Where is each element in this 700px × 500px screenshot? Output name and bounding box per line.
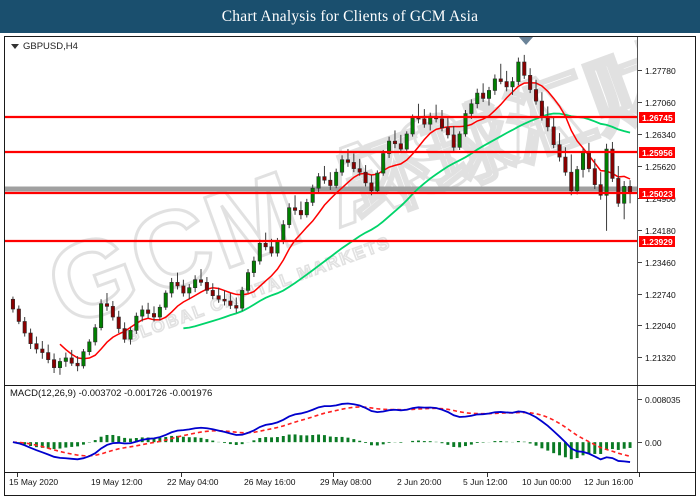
tick-mark-icon — [638, 102, 642, 103]
macd-tick-label: 0.008035 — [645, 394, 681, 405]
macd-tick: -0.006298 — [638, 471, 695, 473]
price-tick-label: 1.22740 — [645, 289, 676, 300]
chevron-down-icon[interactable] — [11, 44, 19, 49]
price-plot — [5, 54, 637, 375]
price-tick-label: 1.21320 — [645, 352, 676, 363]
tick-mark-icon — [638, 166, 642, 167]
price-level-flag[interactable]: 1.23929 — [639, 236, 675, 247]
time-tick-mark — [639, 473, 640, 477]
price-scale[interactable]: 1.277801.270601.263401.256201.249001.241… — [637, 37, 695, 385]
level-lines — [5, 115, 637, 243]
candlestick-series — [10, 54, 633, 375]
macd-signal-line — [12, 406, 631, 458]
price-tick: 1.21320 — [638, 352, 695, 363]
tick-mark-icon — [638, 325, 642, 326]
macd-plot — [12, 402, 632, 463]
tick-mark-icon — [638, 134, 642, 135]
symbol-tag[interactable]: GBPUSD,H4 — [11, 41, 78, 52]
price-level-flag[interactable]: 1.25956 — [639, 147, 675, 158]
price-tick: 1.23460 — [638, 257, 695, 268]
price-tick: 1.20600 — [638, 384, 695, 386]
time-tick-label: 2 Jun 20:00 — [397, 477, 442, 487]
macd-scale: 0.008035 0.00 -0.006298 — [637, 386, 695, 472]
price-level-flag[interactable]: 1.25023 — [639, 188, 675, 199]
price-tick-label: 1.23460 — [645, 257, 676, 268]
chart-frame: GCM ASIA GLOBAL CAPITAL MARKETS 环球汇财 1.2… — [4, 36, 696, 496]
time-tick-label: 5 Jun 12:00 — [463, 477, 508, 487]
tick-mark-icon — [638, 357, 642, 358]
page-title: Chart Analysis for Clients of GCM Asia — [221, 7, 479, 25]
price-tick: 1.27060 — [638, 97, 695, 108]
time-tick-mark — [333, 473, 334, 477]
price-tick: 1.22740 — [638, 289, 695, 300]
time-tick-label: 26 May 16:00 — [244, 473, 488, 487]
tick-mark-icon — [638, 70, 642, 71]
tick-mark-icon — [638, 230, 642, 231]
price-tick-label: 1.27060 — [645, 97, 676, 108]
time-tick-label: 12 Jun 16:00 — [584, 477, 634, 487]
price-tick-label: 1.25620 — [645, 161, 676, 172]
price-tick: 1.22040 — [638, 320, 695, 331]
price-level-flag[interactable]: 1.26745 — [639, 112, 675, 123]
price-tick: 1.24180 — [638, 225, 695, 236]
time-tick-label: 29 May 08:00 — [320, 473, 640, 487]
time-tick-mark — [17, 473, 18, 477]
macd-pane[interactable]: 0.008035 0.00 -0.006298 MACD(12,26,9) -0.0… — [5, 385, 695, 472]
macd-tick-label: 0.00 — [645, 437, 662, 448]
price-tick: 1.26340 — [638, 129, 695, 140]
ma-fast-line — [59, 81, 631, 360]
symbol-label: GBPUSD,H4 — [23, 41, 78, 52]
price-pane[interactable]: GCM ASIA GLOBAL CAPITAL MARKETS 环球汇财 1.2… — [5, 37, 695, 385]
time-tick-mark — [487, 473, 488, 477]
macd-histogram — [17, 434, 632, 460]
time-axis: 15 May 2020 19 May 12:00 22 May 04:00 26 Ma… — [5, 472, 695, 495]
price-tick-label: 1.27780 — [645, 65, 676, 76]
macd-tick: 0.00 — [638, 437, 695, 448]
tick-mark-icon — [638, 399, 642, 400]
ma-slow-line — [183, 112, 631, 330]
time-tick-label: 15 May 2020 — [9, 473, 58, 487]
price-tick-label: 1.24180 — [645, 225, 676, 236]
tick-mark-icon — [638, 262, 642, 263]
price-tick-label: 1.26340 — [645, 129, 676, 140]
price-tick-label: 1.22040 — [645, 320, 676, 331]
pane-collapse-icon[interactable] — [519, 37, 533, 45]
tick-mark-icon — [638, 294, 642, 295]
title-banner: Chart Analysis for Clients of GCM Asia — [0, 0, 700, 33]
macd-tick-label: -0.006298 — [645, 472, 683, 473]
time-tick-label: 10 Jun 00:00 — [522, 477, 572, 487]
time-tick-label: 22 May 04:00 — [167, 473, 334, 487]
tick-mark-icon — [638, 442, 642, 443]
time-tick-label: 19 May 12:00 — [91, 473, 182, 487]
price-tick: 1.27780 — [638, 65, 695, 76]
macd-tick: 0.008035 — [638, 394, 695, 405]
macd-legend: MACD(12,26,9) -0.003702 -0.001726 -0.001… — [10, 388, 213, 399]
time-tick-mark — [181, 473, 182, 477]
macd-main-line — [12, 402, 631, 463]
price-tick: 1.25620 — [638, 161, 695, 172]
price-tick-label: 1.20600 — [645, 385, 676, 386]
